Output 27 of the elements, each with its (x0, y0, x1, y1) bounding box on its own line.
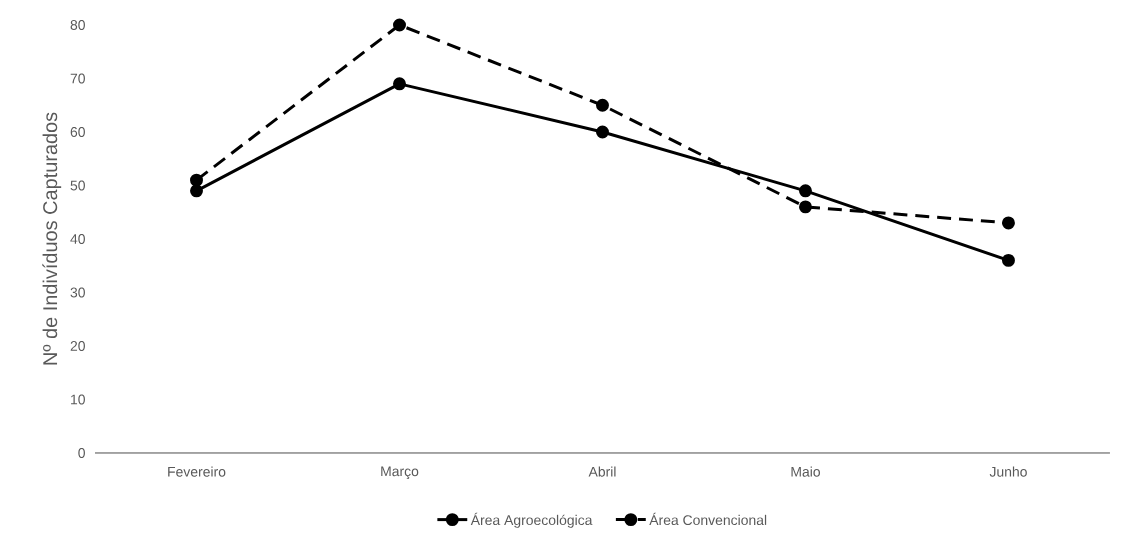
y-tick-label: 20 (70, 341, 85, 351)
y-tick-label: 80 (70, 20, 85, 30)
y-axis-title: Nº de Indivíduos Capturados (42, 112, 62, 365)
y-tick-label: 40 (70, 234, 85, 244)
legend-label: Área Agroecológica (470, 512, 593, 528)
point (190, 184, 203, 198)
point (1001, 216, 1015, 230)
y-tick-label: 30 (70, 287, 85, 298)
y-tick-label: 70 (70, 73, 85, 84)
y-tick-label: 60 (70, 127, 85, 137)
point (393, 18, 406, 32)
point (596, 125, 609, 139)
point (596, 98, 609, 112)
y-tick-label: 50 (70, 180, 85, 191)
x-tick-label: Junho (989, 466, 1027, 477)
x-tick-label: Maio (791, 466, 820, 477)
point (1001, 253, 1015, 267)
point (798, 184, 812, 198)
y-tick-label: 0 (78, 448, 85, 458)
x-tick-label: Fevereiro (168, 466, 226, 477)
legend-label: Área Convencional (649, 512, 767, 526)
x-tick-label: Abril (588, 466, 616, 477)
point (798, 200, 812, 214)
point (190, 173, 203, 187)
point (393, 77, 406, 91)
y-tick-label: 10 (71, 394, 85, 405)
x-tick-label: Março (381, 466, 419, 480)
